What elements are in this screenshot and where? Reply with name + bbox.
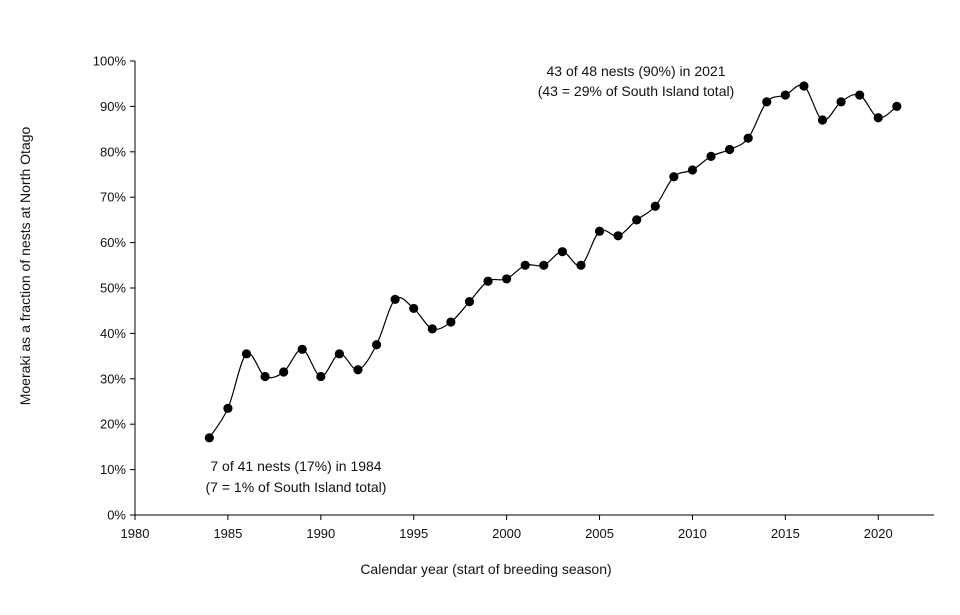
x-tick-label: 2000 [492, 526, 521, 541]
data-point [780, 90, 790, 100]
x-axis-title: Calendar year (start of breeding season) [360, 561, 611, 577]
annotation-2021-line1: 43 of 48 nests (90%) in 2021 [546, 63, 725, 79]
data-point [334, 349, 344, 359]
x-tick-label: 2005 [585, 526, 614, 541]
data-point [446, 317, 456, 327]
data-point [576, 260, 586, 270]
data-point [855, 90, 865, 100]
data-point [539, 260, 549, 270]
data-point [799, 81, 809, 91]
series-group [204, 81, 902, 443]
annotation-1984-line1: 7 of 41 nests (17%) in 1984 [210, 458, 381, 474]
data-point [594, 226, 605, 236]
data-point [725, 144, 735, 155]
data-point [371, 340, 382, 350]
data-point [297, 344, 307, 354]
data-point [241, 349, 252, 359]
data-point [260, 371, 270, 382]
y-tick-label: 40% [100, 326, 126, 341]
y-tick-label: 0% [107, 508, 126, 523]
y-tick-label: 50% [100, 281, 126, 296]
data-point [817, 115, 828, 125]
data-point [873, 113, 883, 123]
x-tick-label: 1995 [399, 526, 428, 541]
y-tick-label: 10% [100, 462, 126, 477]
data-point [502, 274, 512, 284]
data-point [520, 260, 530, 270]
x-tick-label: 1985 [213, 526, 242, 541]
data-point [316, 371, 326, 382]
data-point [353, 365, 363, 375]
data-point [743, 133, 753, 143]
y-tick-label: 70% [100, 190, 126, 205]
x-tick-label: 2010 [678, 526, 707, 541]
y-axis-ticks: 0% 10% 20% 30% 40% 50% 60% 70% 80% 90% 100% [93, 54, 135, 523]
data-point [892, 101, 902, 111]
data-point [483, 276, 493, 286]
data-point [204, 433, 214, 443]
x-axis-ticks: 1980 1985 1990 1995 2000 2005 2010 2015 2020 [121, 515, 893, 541]
data-point [650, 201, 660, 211]
data-point [613, 231, 623, 241]
y-tick-label: 80% [100, 144, 126, 159]
data-point [464, 297, 475, 307]
data-point [706, 151, 716, 161]
data-point [427, 324, 437, 334]
annotation-2021-line2: (43 = 29% of South Island total) [538, 83, 735, 99]
data-point [390, 294, 400, 304]
data-point [557, 247, 567, 257]
y-tick-label: 60% [100, 235, 126, 250]
series-line [208, 84, 898, 439]
data-point [223, 403, 233, 413]
y-tick-label: 90% [100, 99, 126, 114]
data-point [836, 97, 846, 107]
data-point [632, 215, 642, 225]
data-point [669, 172, 679, 182]
chart-axes [134, 61, 934, 516]
x-tick-label: 2020 [864, 526, 893, 541]
y-tick-label: 30% [100, 371, 126, 386]
x-tick-label: 1980 [121, 526, 150, 541]
y-axis-title: Moeraki as a fraction of nests at North … [17, 126, 33, 405]
data-point [762, 97, 772, 107]
x-tick-label: 1990 [306, 526, 335, 541]
data-point [687, 165, 698, 175]
x-tick-label: 2015 [771, 526, 800, 541]
data-point [279, 367, 289, 377]
y-tick-label: 20% [100, 417, 126, 432]
y-tick-label: 100% [93, 54, 127, 69]
annotation-1984-line2: (7 = 1% of South Island total) [206, 479, 387, 495]
data-point [409, 303, 419, 314]
